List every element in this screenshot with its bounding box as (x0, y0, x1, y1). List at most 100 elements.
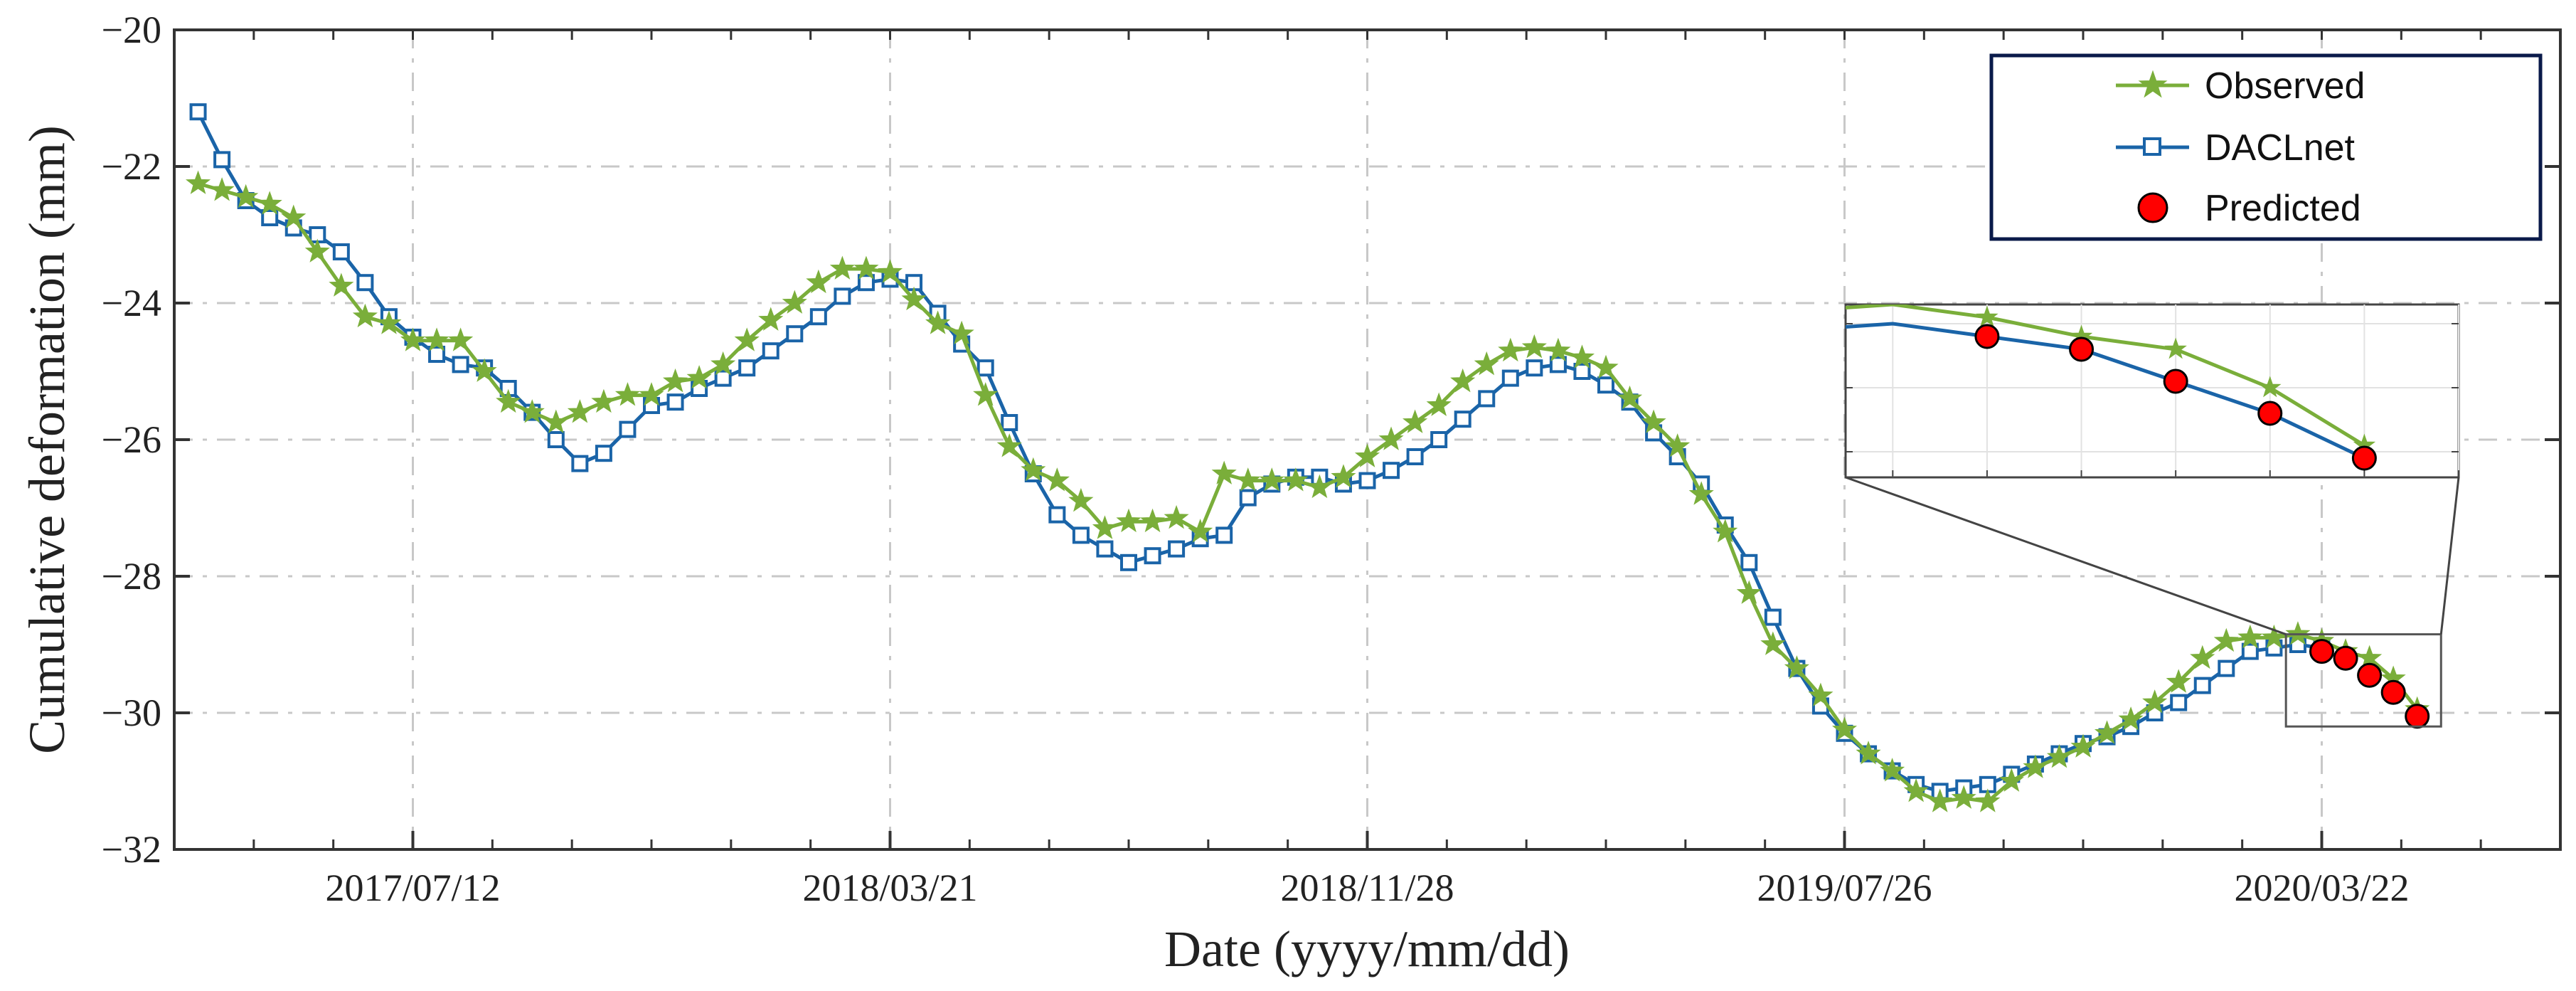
observed-point (304, 238, 330, 263)
dacl-point (857, 274, 875, 292)
dacl-point (786, 325, 804, 343)
inset-series (1846, 304, 2377, 471)
series-line-observed (197, 181, 2419, 804)
observed-point (543, 409, 569, 433)
observed-point (1521, 334, 1547, 359)
observed-point (376, 310, 402, 334)
legend-observed-label: Observed (2205, 65, 2365, 107)
observed-point (1116, 508, 1141, 533)
predicted-point (2309, 639, 2334, 664)
y-tick-label: −22 (102, 145, 161, 188)
dacl-point (1740, 553, 1758, 571)
observed-point (1283, 467, 1309, 492)
dacl-point (1454, 410, 1471, 428)
dacl-point (1526, 359, 1543, 377)
observed-point (1139, 508, 1166, 533)
y-axis-title: Cumulative deformation (mm) (18, 125, 75, 754)
observed-point (1808, 682, 1833, 706)
observed-point (1331, 464, 1356, 488)
observed-point (519, 399, 545, 423)
observed-point (1211, 460, 1237, 484)
dacl-point (332, 243, 350, 260)
dacl-point (452, 356, 469, 373)
inset-predicted-point (2257, 401, 2283, 426)
legend-model-label: DACLnet (2205, 127, 2356, 169)
observed-point (1164, 504, 1189, 529)
dacl-point (1358, 472, 1376, 489)
dacl-point (189, 103, 207, 121)
observed-point (973, 382, 999, 406)
predicted-point (2405, 704, 2430, 729)
observed-point (329, 272, 354, 297)
observed-point (2070, 733, 2096, 758)
observed-point (1998, 768, 2024, 792)
observed-point (901, 286, 927, 311)
observed-point (1975, 788, 2001, 812)
dacl-point (834, 287, 851, 305)
dacl-point (1168, 540, 1186, 558)
series (185, 103, 2430, 812)
observed-point (782, 290, 807, 314)
observed-point (1426, 392, 1452, 416)
dacl-point (547, 431, 565, 448)
observed-point (877, 259, 903, 283)
inset-observed-line (1846, 304, 2365, 447)
observed-point (1474, 351, 1499, 376)
observed-point (2142, 689, 2168, 714)
observed-point (1450, 368, 1476, 393)
inset-observed-point (1976, 305, 1998, 327)
observed-point (1068, 487, 1094, 512)
dacl-point (1096, 540, 1114, 558)
observed-point (1831, 716, 1858, 741)
dacl-point (714, 369, 732, 387)
observed-point (1713, 519, 1738, 543)
observed-point (1545, 337, 1571, 362)
y-tick-label: −30 (102, 691, 161, 734)
observed-point (1593, 354, 1619, 379)
y-tick-label: −32 (102, 828, 161, 871)
y-tick-label: −28 (102, 555, 161, 598)
observed-point (2118, 706, 2144, 731)
inset-observed-point (2164, 337, 2187, 359)
observed-point (1856, 741, 1881, 765)
observed-point (1354, 443, 1380, 467)
observed-point (1259, 467, 1284, 492)
legend-box (1989, 53, 2543, 241)
observed-point (400, 327, 426, 351)
y-tick-label: −20 (102, 9, 161, 51)
observed-point (1951, 785, 1976, 809)
observed-point (233, 184, 259, 208)
legend: Observed DACLnet Predicted (1989, 53, 2543, 241)
observed-point (424, 327, 449, 351)
observed-point (2166, 669, 2191, 693)
observed-point (209, 177, 235, 201)
dacl-point (619, 420, 637, 438)
observed-point (758, 307, 784, 331)
dacl-point (1573, 363, 1591, 380)
observed-point (806, 269, 831, 294)
x-tick-label: 2018/03/21 (802, 867, 977, 909)
observed-point (2023, 754, 2048, 778)
observed-point (257, 191, 282, 215)
legend-predicted-label: Predicted (2205, 188, 2361, 229)
observed-point (1188, 519, 1213, 543)
dacl-point (1144, 547, 1161, 565)
dacl-point (1501, 369, 1519, 387)
observed-point (352, 303, 378, 328)
dacl-point (2218, 659, 2235, 677)
dacl-point (1383, 462, 1400, 479)
axis-ticks: −32 −30 −28 −26 −24 −22 −20 2017/07/12 2018/03/2… (102, 9, 2562, 909)
observed-point (1498, 337, 1523, 362)
predicted-point (2380, 679, 2406, 705)
inset-predicted-point (2163, 369, 2188, 394)
observed-point (496, 388, 521, 413)
dacl-point (428, 346, 446, 363)
legend-observed-marker (2138, 70, 2168, 98)
predicted-point (2357, 662, 2383, 688)
observed-point (448, 327, 474, 351)
dacl-point (738, 359, 756, 377)
dacl-point (762, 342, 779, 360)
observed-point (2213, 627, 2239, 652)
dacl-point (2170, 694, 2188, 711)
